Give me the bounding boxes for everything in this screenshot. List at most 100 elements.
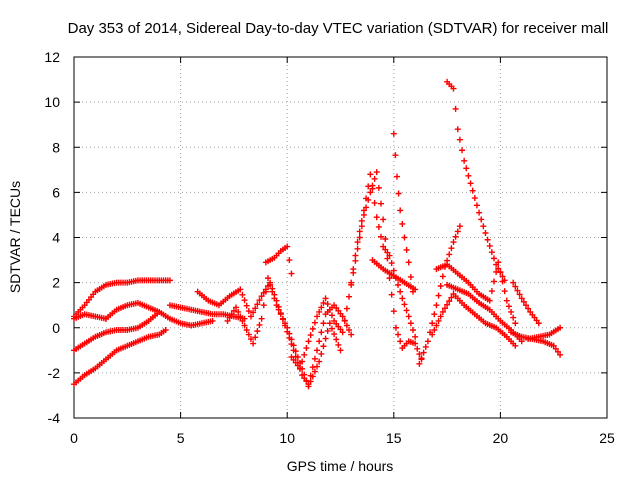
data-point — [520, 298, 527, 305]
data-point — [424, 338, 431, 345]
data-point — [441, 305, 448, 312]
data-point — [260, 302, 267, 309]
data-point — [363, 204, 370, 211]
data-point — [337, 347, 344, 354]
data-point — [514, 287, 521, 294]
data-point — [267, 281, 274, 288]
data-point — [294, 354, 301, 361]
data-point — [446, 298, 453, 305]
data-point — [382, 236, 389, 243]
data-point — [371, 175, 378, 182]
data-point — [380, 216, 387, 223]
data-point — [339, 313, 346, 320]
data-point — [512, 342, 519, 349]
data-point — [469, 187, 476, 194]
data-point — [350, 266, 357, 273]
data-point — [367, 171, 374, 178]
data-point — [437, 283, 444, 290]
data-point — [495, 265, 502, 272]
data-point — [467, 180, 474, 187]
data-point — [271, 295, 278, 302]
data-point — [162, 327, 169, 334]
data-point — [316, 308, 323, 315]
data-point — [320, 299, 327, 306]
data-point — [414, 345, 421, 352]
data-point — [550, 342, 557, 349]
data-point — [252, 305, 259, 312]
data-point — [243, 302, 250, 309]
data-point — [301, 351, 308, 358]
data-point — [512, 283, 519, 290]
data-point — [352, 257, 359, 264]
series-arc-2 — [71, 308, 163, 354]
data-point — [552, 345, 559, 352]
data-point — [471, 195, 478, 202]
data-point — [373, 214, 380, 221]
data-point — [247, 336, 254, 343]
data-point — [397, 288, 404, 295]
data-point — [390, 308, 397, 315]
data-point — [328, 312, 335, 319]
series-arc-20 — [510, 279, 542, 327]
data-point — [348, 331, 355, 338]
data-point — [444, 301, 451, 308]
data-point — [314, 347, 321, 354]
data-point — [365, 183, 372, 190]
data-point — [356, 228, 363, 235]
data-point — [241, 322, 248, 329]
data-point — [433, 322, 440, 329]
data-point — [465, 172, 472, 179]
data-point — [258, 293, 265, 300]
data-point — [356, 234, 363, 241]
data-point — [395, 281, 402, 288]
data-point — [473, 202, 480, 209]
data-point — [392, 152, 399, 159]
data-point — [373, 169, 380, 176]
data-point — [405, 313, 412, 320]
data-point — [512, 320, 519, 327]
x-tick-label: 10 — [279, 430, 295, 446]
data-point — [307, 378, 314, 385]
data-point — [388, 260, 395, 267]
series-arc-4 — [71, 277, 173, 320]
data-point — [316, 358, 323, 365]
data-point — [311, 355, 318, 362]
data-point — [399, 295, 406, 302]
data-point — [367, 189, 374, 196]
data-point — [378, 200, 385, 207]
data-point — [335, 341, 342, 348]
data-point — [412, 286, 419, 293]
data-point — [463, 165, 470, 172]
data-point — [435, 292, 442, 299]
series-arc-8 — [224, 275, 344, 390]
data-point — [326, 306, 333, 313]
data-point — [299, 358, 306, 365]
data-point — [320, 343, 327, 350]
series-arc-14 — [416, 223, 463, 367]
data-point — [486, 297, 493, 304]
data-point — [316, 338, 323, 345]
data-point — [318, 304, 325, 311]
data-point — [535, 320, 542, 327]
data-point — [382, 246, 389, 253]
ticks: 0 5 10 15 20 25 -4 -2 0 2 4 6 8 10 12 — [44, 49, 615, 446]
data-point — [412, 340, 419, 347]
data-point — [288, 270, 295, 277]
data-point — [343, 305, 350, 312]
data-markers — [71, 78, 564, 390]
data-point — [226, 314, 233, 321]
data-point — [245, 331, 252, 338]
series-arc-5 — [102, 299, 216, 329]
data-point — [505, 303, 512, 310]
data-point — [320, 320, 327, 327]
data-point — [331, 331, 338, 338]
y-tick-label: 2 — [52, 275, 60, 291]
data-point — [239, 291, 246, 298]
data-point — [390, 267, 397, 274]
data-point — [439, 308, 446, 315]
data-point — [275, 306, 282, 313]
data-point — [318, 350, 325, 357]
x-tick-label: 0 — [70, 430, 78, 446]
data-point — [254, 328, 261, 335]
data-point — [378, 233, 385, 240]
